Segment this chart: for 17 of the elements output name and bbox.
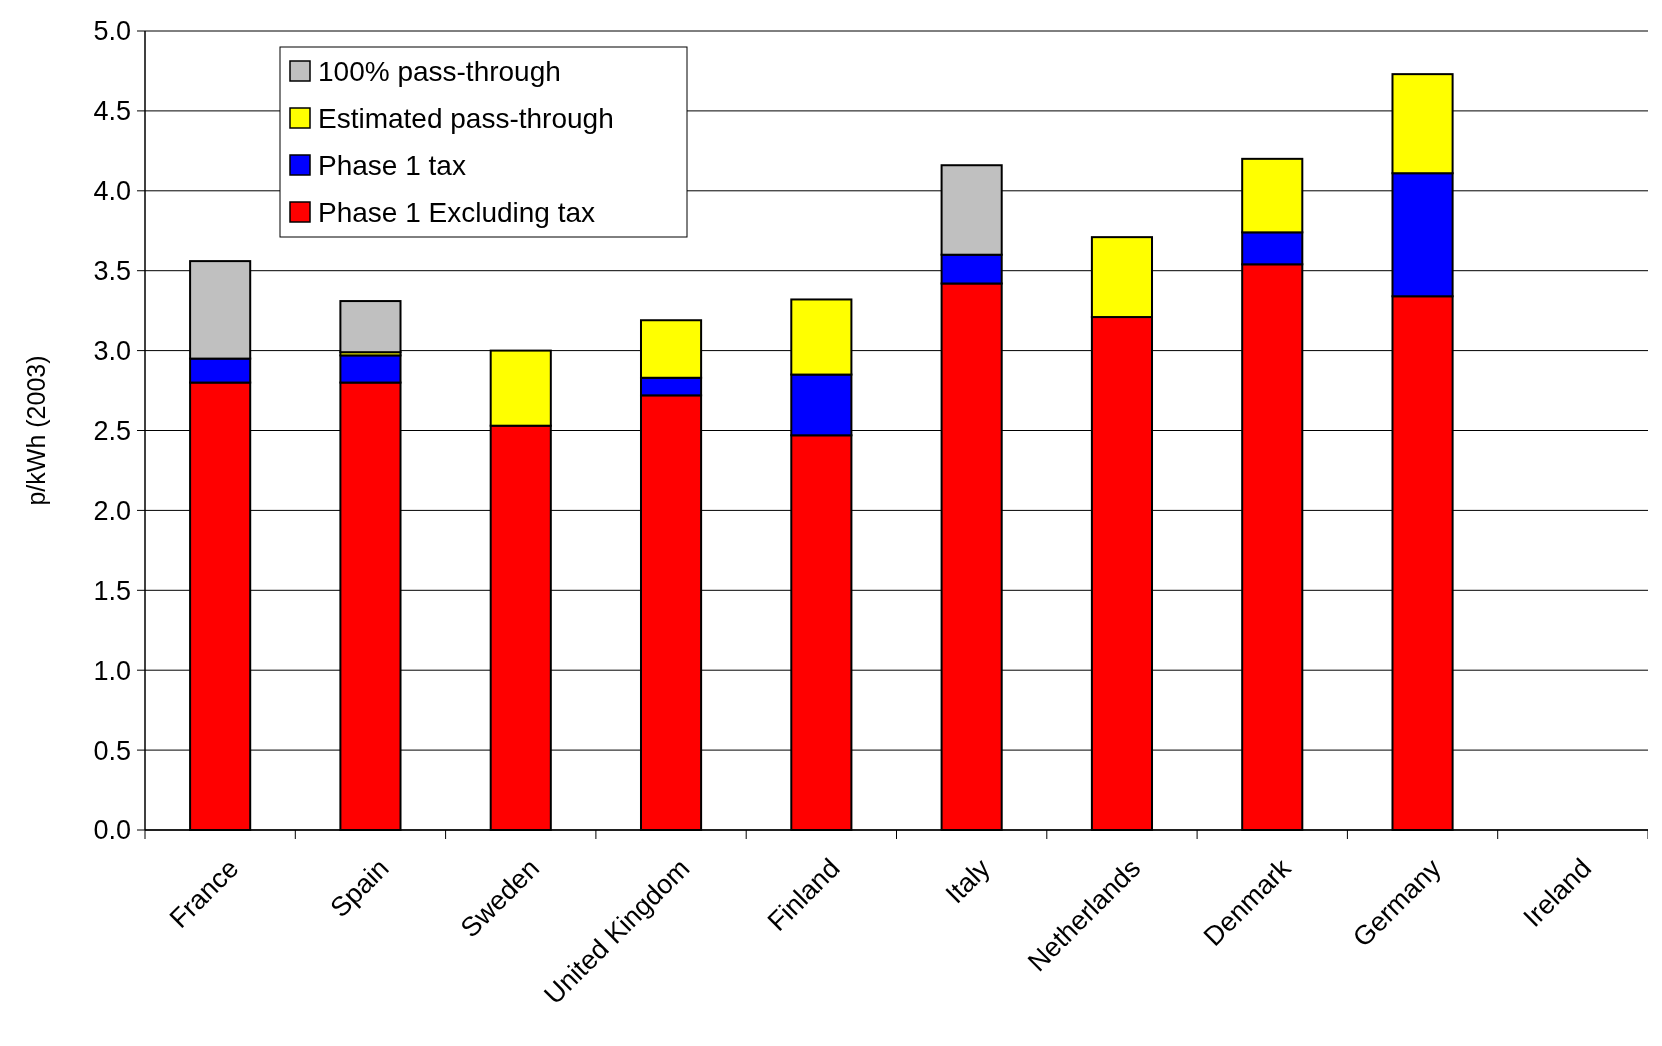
y-tick-label: 0.0 — [93, 815, 131, 846]
legend-label: Estimated pass-through — [318, 102, 614, 134]
legend-label: 100% pass-through — [318, 55, 561, 87]
y-tick-label: 2.5 — [93, 415, 131, 446]
y-tick-label: 1.5 — [93, 575, 131, 606]
y-tick-label: 0.5 — [93, 735, 131, 766]
y-axis-title: p/kWh (2003) — [22, 355, 50, 506]
x-tick-label: Italy — [939, 852, 997, 910]
y-tick-label: 4.0 — [93, 176, 131, 207]
y-tick-label: 3.5 — [93, 256, 131, 287]
y-tick-label: 5.0 — [93, 16, 131, 47]
y-tick-label: 3.0 — [93, 336, 131, 367]
y-tick-label: 1.0 — [93, 655, 131, 686]
legend-label: Phase 1 tax — [318, 149, 466, 181]
y-tick-label: 4.5 — [93, 96, 131, 127]
y-tick-label: 2.0 — [93, 495, 131, 526]
legend-label: Phase 1 Excluding tax — [318, 196, 596, 228]
